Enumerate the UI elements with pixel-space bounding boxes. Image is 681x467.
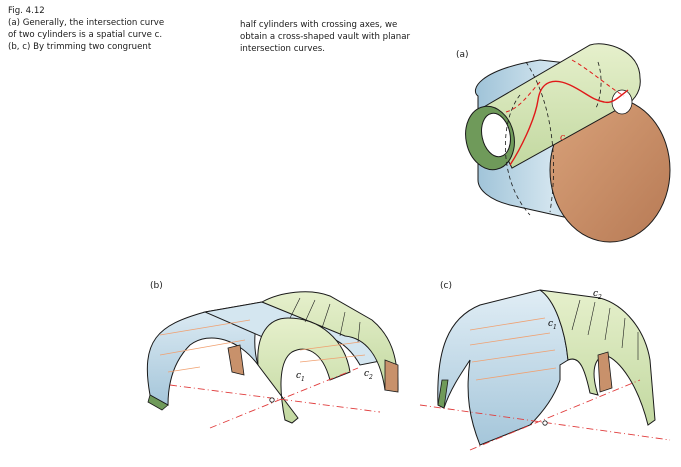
curve-c1-label-c: c1 bbox=[548, 319, 557, 331]
caption-line: (b, c) By trimming two congruent bbox=[8, 42, 152, 52]
panel-a-label: (a) bbox=[456, 50, 469, 60]
caption-line: intersection curves. bbox=[240, 44, 325, 54]
vault-c-blue-shell bbox=[437, 289, 569, 446]
caption-line: half cylinders with crossing axes, we bbox=[240, 20, 398, 30]
small-cylinder-hole bbox=[481, 112, 511, 158]
exit-hole bbox=[611, 89, 633, 115]
panel-b-label: (b) bbox=[150, 281, 163, 291]
curve-c2-label-c: c2 bbox=[593, 289, 602, 301]
curve-c2-label-b: c2 bbox=[364, 369, 373, 381]
panel-c-label: (c) bbox=[440, 281, 452, 291]
panel-b-vault bbox=[146, 291, 399, 429]
vault-b-green-shell bbox=[260, 291, 399, 391]
panel-a-cylinders bbox=[465, 43, 671, 243]
caption-line: of two cylinders is a spatial curve c. bbox=[8, 30, 163, 40]
curve-c1-label-b: c1 bbox=[296, 371, 305, 383]
caption-line: (a) Generally, the intersection curve bbox=[8, 18, 165, 28]
figure-number: Fig. 4.12 bbox=[8, 6, 45, 16]
panel-c-vault bbox=[419, 289, 671, 451]
curve-c-label: c bbox=[560, 133, 565, 143]
caption-right: half cylinders with crossing axes, we ob… bbox=[240, 19, 440, 55]
caption-line: obtain a cross-shaped vault with planar bbox=[240, 32, 411, 42]
caption-left: Fig. 4.12 (a) Generally, the intersectio… bbox=[8, 5, 228, 53]
intersection-curve-c bbox=[509, 80, 629, 166]
